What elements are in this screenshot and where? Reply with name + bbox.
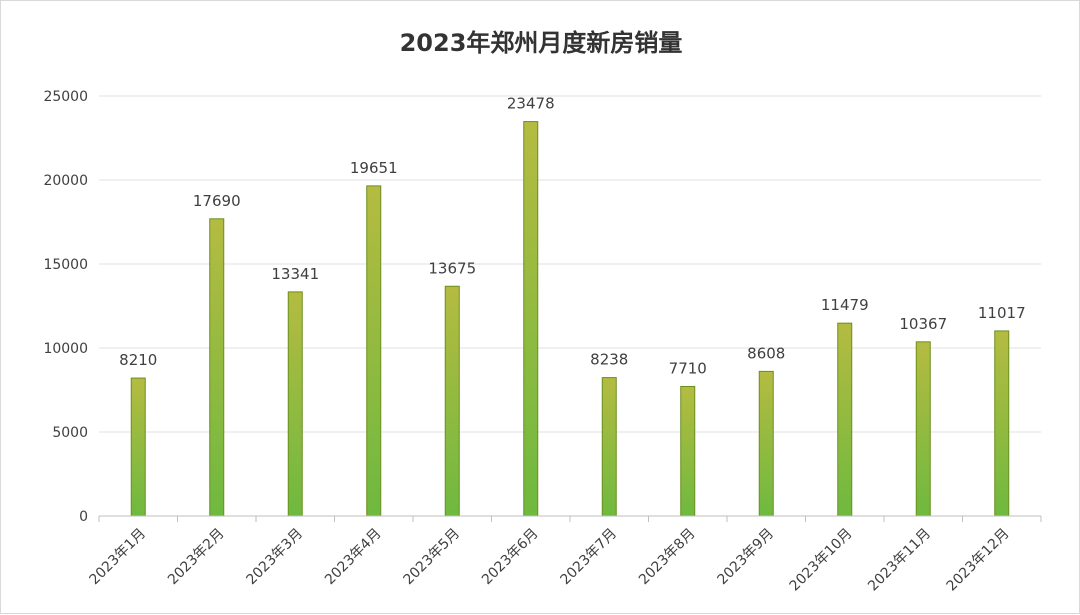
gridlines: [99, 95, 1041, 433]
data-label: 23478: [507, 95, 555, 113]
bar: [915, 341, 931, 517]
data-label: 13341: [271, 265, 319, 283]
bar: [287, 291, 303, 517]
x-tick-label: 2023年10月: [787, 526, 856, 595]
x-tick-label: 2023年9月: [714, 526, 777, 589]
bar: [444, 285, 460, 517]
x-tick-label: 2023年3月: [243, 526, 306, 589]
data-label: 11017: [978, 304, 1026, 322]
bar: [601, 377, 617, 517]
bar: [994, 330, 1010, 517]
bar: [130, 377, 146, 517]
chart-title: 2023年郑州月度新房销量: [400, 29, 683, 57]
data-label: 8608: [747, 344, 785, 362]
data-label: 19651: [350, 159, 398, 177]
x-tick-label: 2023年5月: [400, 526, 463, 589]
y-tick-label: 15000: [43, 257, 88, 273]
y-axis-ticks: 0 5000 10000 15000 20000 25000: [43, 89, 88, 525]
data-label: 8238: [590, 351, 628, 369]
y-tick-label: 25000: [43, 89, 88, 105]
bar: [680, 385, 696, 517]
bars: [130, 121, 1010, 517]
data-label: 11479: [821, 296, 869, 314]
data-label: 8210: [119, 351, 157, 369]
y-tick-label: 0: [79, 509, 88, 525]
bar: [366, 185, 382, 517]
x-tick-label: 2023年7月: [557, 526, 620, 589]
x-axis-ticks: 2023年1月 2023年2月 2023年3月 2023年4月 2023年5月 2023年…: [86, 526, 1012, 595]
data-label: 7710: [669, 359, 707, 377]
x-axis: [98, 515, 1042, 522]
x-tick-label: 2023年1月: [86, 526, 149, 589]
y-tick-label: 20000: [43, 173, 88, 189]
bar: [758, 370, 774, 517]
data-label: 17690: [193, 192, 241, 210]
bar: [209, 218, 225, 517]
x-tick-label: 2023年4月: [322, 526, 385, 589]
x-tick-label: 2023年11月: [865, 526, 934, 595]
x-tick-label: 2023年2月: [165, 526, 228, 589]
data-label: 10367: [899, 315, 947, 333]
data-label: 13675: [428, 259, 476, 277]
data-labels: 8210 17690 13341 19651 13675 23478 8238 7710 860…: [119, 95, 1025, 378]
y-tick-label: 5000: [52, 425, 88, 441]
y-tick-label: 10000: [43, 341, 88, 357]
x-tick-label: 2023年6月: [479, 526, 542, 589]
x-tick-label: 2023年12月: [944, 526, 1013, 595]
bar: [837, 322, 853, 517]
x-tick-label: 2023年8月: [636, 526, 699, 589]
bar: [523, 121, 539, 517]
